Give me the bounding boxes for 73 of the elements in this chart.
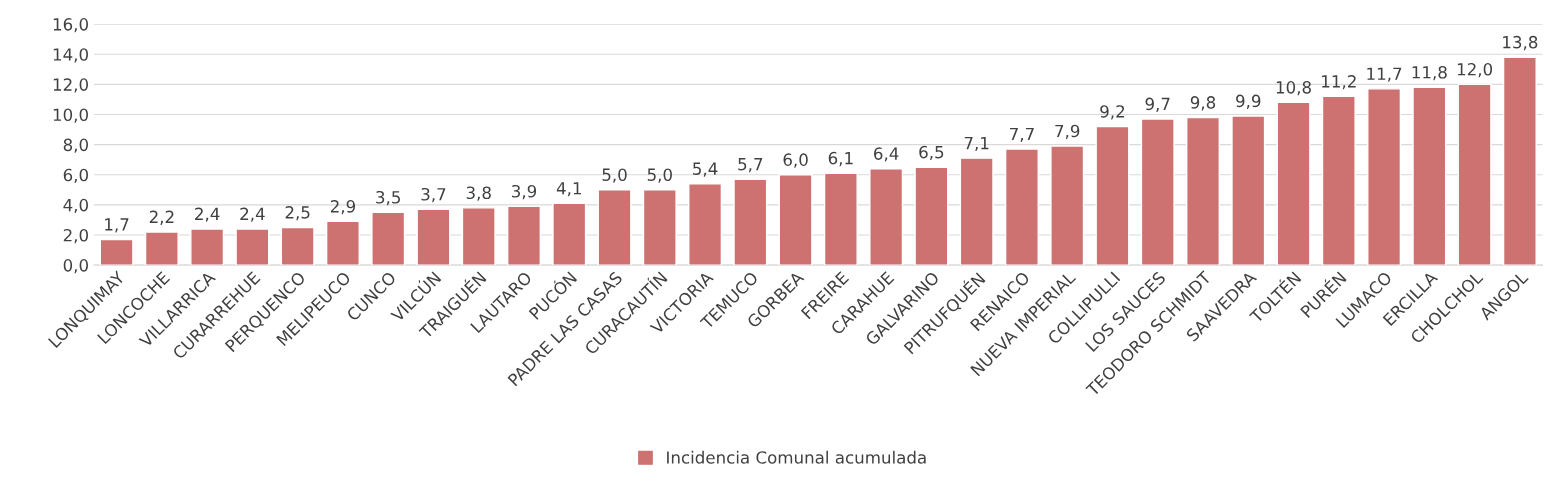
bar [1321, 95, 1356, 266]
data-label: 12,0 [1457, 62, 1493, 78]
y-tick-label: 14,0 [53, 48, 88, 63]
data-label: 11,7 [1367, 67, 1402, 82]
bar [461, 207, 496, 266]
data-label: 11,8 [1412, 65, 1447, 81]
bar [325, 220, 360, 266]
data-label: 7,9 [1055, 124, 1080, 140]
data-label: 1,7 [105, 218, 129, 233]
bar [1367, 88, 1402, 266]
bar [552, 202, 587, 266]
data-label: 9,2 [1100, 105, 1125, 120]
data-label: 10,8 [1276, 81, 1311, 96]
bar [235, 228, 270, 266]
data-label: 11,2 [1322, 75, 1356, 90]
data-label: 6,5 [919, 145, 944, 161]
data-label: 2,2 [149, 210, 174, 225]
y-tick-label: 12,0 [53, 78, 88, 93]
data-label: 2,9 [330, 200, 356, 215]
bar [1412, 86, 1447, 266]
bar [778, 174, 813, 266]
data-label: 7,7 [1010, 127, 1034, 143]
bar [1231, 115, 1266, 266]
y-tick-label: 16,0 [53, 18, 88, 33]
bar [733, 178, 768, 266]
data-label: 9,9 [1236, 94, 1261, 109]
data-label: 6,4 [874, 147, 899, 162]
bar [688, 183, 723, 266]
legend-label: Incidencia Comunal acumulada [667, 450, 926, 464]
data-label: 13,8 [1503, 35, 1538, 51]
bar [371, 211, 406, 266]
y-tick-label: 8,0 [63, 138, 88, 153]
bar [1140, 118, 1175, 266]
bar [959, 157, 994, 266]
bar [642, 189, 677, 266]
data-label: 9,7 [1145, 97, 1170, 112]
data-label: 5,0 [602, 168, 627, 183]
y-tick-label: 2,0 [63, 228, 88, 244]
bar [507, 205, 541, 266]
bar [1095, 125, 1130, 266]
data-label: 2,4 [195, 207, 220, 222]
data-label: 3,8 [466, 186, 491, 201]
data-label: 9,8 [1190, 96, 1216, 111]
bar [1004, 148, 1039, 266]
data-label: 7,1 [964, 136, 989, 152]
data-label: 5,0 [647, 168, 672, 183]
y-tick-label: 10,0 [53, 108, 88, 123]
bar [190, 228, 225, 266]
bar [823, 172, 858, 266]
y-tick-label: 6,0 [63, 168, 88, 183]
data-label: 6,1 [828, 151, 853, 167]
bar [1457, 83, 1492, 266]
bar [1276, 101, 1311, 266]
y-tick-label: 4,0 [63, 198, 88, 214]
data-label: 3,9 [512, 184, 537, 200]
bar [1186, 116, 1220, 266]
bar [280, 226, 315, 266]
data-label: 6,0 [783, 153, 808, 168]
bar [1502, 56, 1537, 266]
bar [1050, 145, 1085, 266]
bar [597, 189, 632, 266]
data-label: 2,5 [285, 206, 310, 221]
data-label: 5,4 [693, 162, 718, 177]
bar [869, 168, 904, 266]
data-label: 5,7 [738, 158, 763, 173]
data-label: 3,7 [421, 187, 446, 203]
data-label: 4,1 [556, 182, 581, 197]
bar [99, 238, 134, 266]
bar [914, 166, 949, 266]
data-label: 3,5 [376, 190, 400, 206]
data-label: 2,4 [240, 207, 265, 222]
bar [144, 231, 179, 266]
bar [416, 208, 451, 266]
